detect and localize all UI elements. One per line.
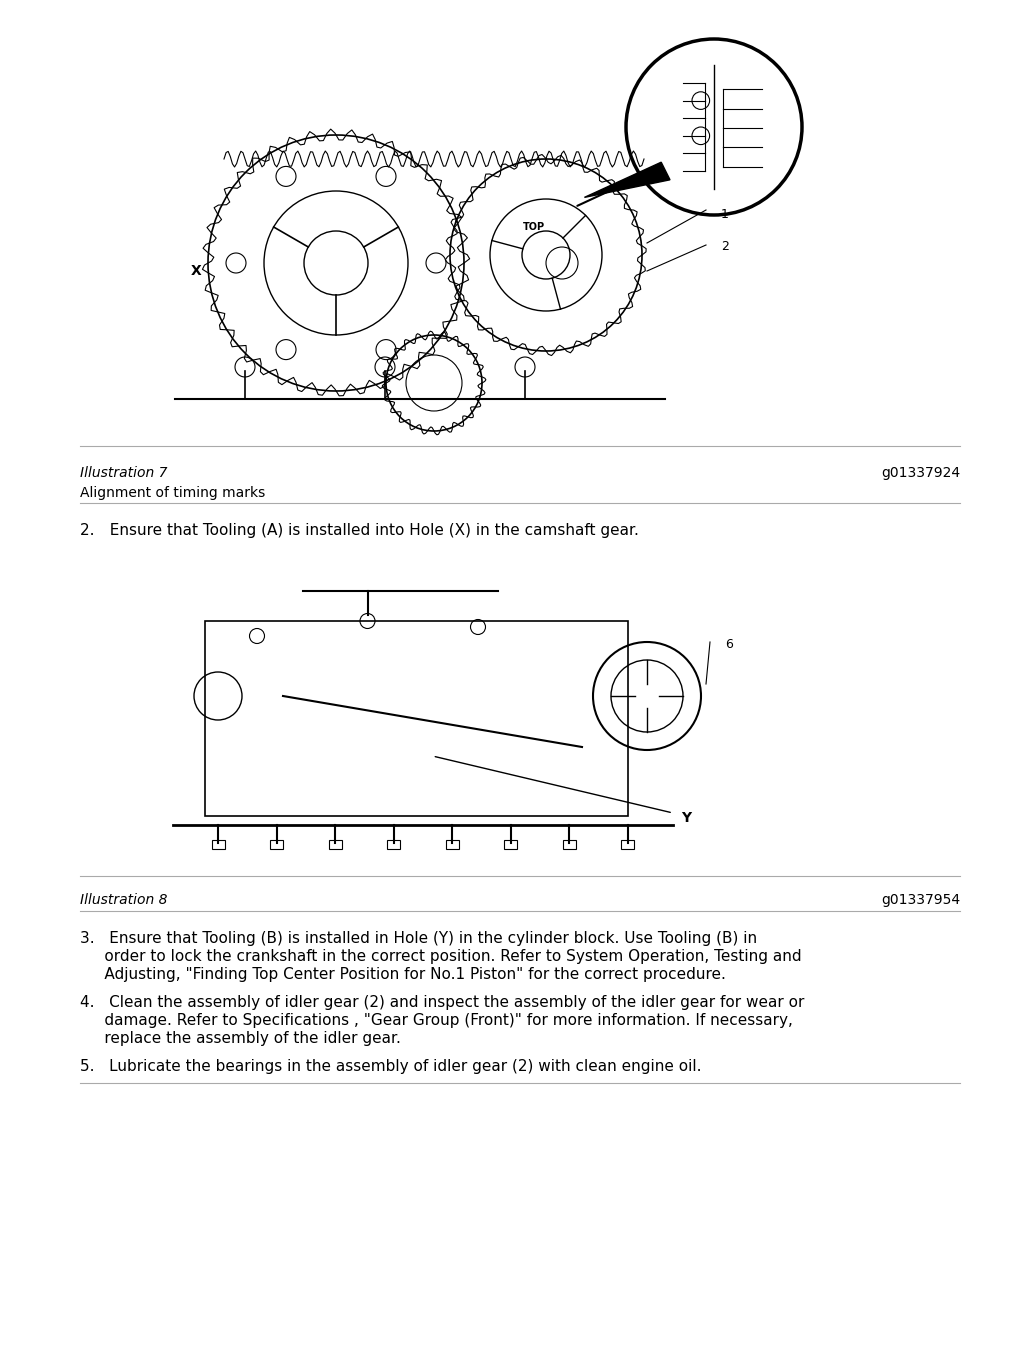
Text: g01337954: g01337954 [881, 893, 961, 907]
Text: Illustration 8: Illustration 8 [80, 893, 168, 907]
Text: 2. Ensure that Tooling (A) is installed into Hole (X) in the camshaft gear.: 2. Ensure that Tooling (A) is installed … [80, 523, 639, 538]
Text: 2: 2 [721, 240, 729, 254]
Text: X: X [190, 263, 202, 278]
Bar [205, 621, 628, 816]
Text: Illustration 7: Illustration 7 [80, 466, 168, 480]
Text: TOP: TOP [523, 222, 545, 232]
Polygon shape [585, 162, 670, 197]
Bar [140, 561, 790, 861]
Circle shape [626, 39, 802, 215]
Bar [140, 31, 840, 431]
Text: 5.   Lubricate the bearings in the assembly of idler gear (2) with clean engine : 5. Lubricate the bearings in the assembl… [80, 1059, 701, 1074]
Bar [270, 840, 283, 848]
Text: damage. Refer to Specifications , "Gear Group (Front)" for more information. If : damage. Refer to Specifications , "Gear … [80, 1013, 793, 1028]
Bar [445, 840, 459, 848]
Bar [387, 840, 400, 848]
Bar [212, 840, 224, 848]
Text: 4.   Clean the assembly of idler gear (2) and inspect the assembly of the idler : 4. Clean the assembly of idler gear (2) … [80, 994, 805, 1011]
Text: g01337924: g01337924 [881, 466, 961, 480]
Text: Alignment of timing marks: Alignment of timing marks [80, 486, 265, 500]
Text: 6: 6 [725, 639, 733, 651]
Text: order to lock the crankshaft in the correct position. Refer to System Operation,: order to lock the crankshaft in the corr… [80, 948, 802, 965]
Text: 3.   Ensure that Tooling (B) is installed in Hole (Y) in the cylinder block. Use: 3. Ensure that Tooling (B) is installed … [80, 931, 757, 946]
Text: 1: 1 [721, 208, 729, 222]
Bar [562, 840, 575, 848]
Bar [621, 840, 634, 848]
Text: Adjusting, "Finding Top Center Position for No.1 Piston" for the correct procedu: Adjusting, "Finding Top Center Position … [80, 967, 726, 982]
Bar [504, 840, 517, 848]
Text: Y: Y [681, 811, 691, 825]
Bar [329, 840, 341, 848]
Text: replace the assembly of the idler gear.: replace the assembly of the idler gear. [80, 1031, 400, 1046]
